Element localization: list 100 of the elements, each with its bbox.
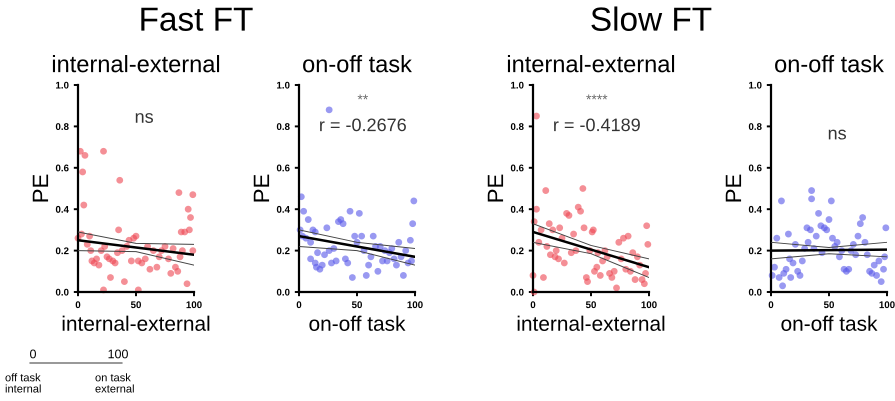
y-tick-label: 1.0 (277, 82, 290, 89)
x-tick-label: 50 (352, 301, 362, 308)
point (829, 234, 836, 242)
y-tick-label: 0.6 (56, 164, 69, 172)
point (344, 260, 352, 266)
point (776, 274, 783, 281)
point (812, 232, 820, 240)
text: on task external (95, 373, 134, 393)
point (787, 274, 794, 281)
y-tick-label: 1.0 (511, 82, 524, 89)
point (608, 274, 616, 281)
y-tick-label: 0.0 (276, 288, 290, 296)
point (771, 264, 778, 271)
point (859, 214, 866, 221)
point (307, 255, 314, 262)
y-tick-label: 0.0 (510, 288, 524, 296)
y-tick-label: 0.4 (56, 206, 69, 213)
point (409, 220, 416, 228)
point (95, 262, 102, 268)
point (153, 264, 160, 271)
point (570, 230, 577, 238)
x-tick-label: 0 (76, 301, 80, 308)
chart-subtitle: on-off task (303, 54, 412, 72)
point (779, 282, 786, 290)
point (878, 278, 885, 286)
text: 100 (108, 350, 128, 358)
point (79, 168, 86, 176)
point (307, 238, 314, 246)
point (823, 226, 830, 234)
x-tick-label: 100 (186, 301, 202, 308)
x-axis-title: internal-external (62, 316, 210, 331)
point (815, 210, 822, 217)
y-tick-label: 0.8 (276, 123, 290, 130)
y-axis-title: PE (488, 174, 504, 202)
y-tick-label: 0.4 (748, 206, 762, 213)
point (632, 276, 638, 283)
point (121, 278, 128, 286)
point (370, 232, 377, 240)
point (782, 266, 790, 273)
point (167, 270, 174, 277)
point (365, 262, 372, 268)
point (406, 236, 414, 244)
point (828, 198, 835, 204)
point (346, 208, 354, 215)
point (854, 232, 862, 240)
point (596, 272, 604, 279)
point (566, 212, 572, 219)
x-tick-label: 0 (530, 301, 536, 308)
point (773, 234, 780, 242)
point (533, 112, 540, 120)
point (184, 206, 192, 213)
point (323, 224, 330, 232)
point (880, 266, 887, 273)
point (540, 274, 547, 281)
point (875, 258, 882, 264)
point (613, 284, 620, 292)
y-tick-label: 0.8 (748, 123, 762, 130)
chart-title: Slow FT (591, 6, 712, 31)
point (845, 266, 852, 273)
point (579, 185, 586, 192)
point (189, 247, 196, 254)
x-tick-label: 50 (824, 301, 834, 308)
point (116, 176, 124, 184)
point (107, 274, 114, 281)
y-tick-label: 1.0 (56, 82, 69, 89)
x-tick-label: 100 (880, 301, 895, 308)
chart-title: Fast FT (141, 8, 253, 31)
point (348, 274, 356, 281)
point (546, 220, 553, 228)
point (408, 258, 415, 264)
y-tick-label: 0.2 (748, 247, 762, 254)
y-axis-title: PE (254, 174, 270, 202)
point (189, 191, 196, 198)
point (128, 258, 135, 264)
point (785, 230, 792, 238)
chart-subtitle: internal-external (52, 54, 220, 72)
point (808, 187, 815, 194)
point (321, 251, 328, 258)
point (132, 232, 140, 240)
point (402, 247, 410, 254)
y-tick-label: 0.6 (276, 164, 290, 172)
point (178, 228, 185, 236)
point (187, 214, 194, 221)
point (856, 220, 864, 228)
point (340, 220, 346, 228)
y-tick-label: 0.6 (510, 164, 524, 172)
point (374, 268, 382, 275)
point (356, 210, 363, 217)
point (804, 238, 812, 246)
point (798, 258, 806, 264)
annotation: ns (136, 113, 154, 123)
point (533, 206, 540, 213)
point (555, 255, 562, 262)
x-tick-label: 50 (586, 301, 596, 308)
chart-subtitle: internal-external (508, 54, 674, 72)
point (142, 255, 149, 262)
point (615, 238, 622, 246)
x-tick-label: 0 (768, 301, 774, 308)
point (184, 280, 190, 288)
point (176, 189, 182, 196)
